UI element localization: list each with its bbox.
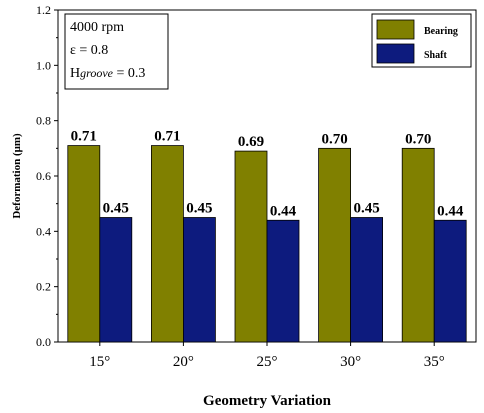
legend-label-shaft: Shaft (424, 50, 447, 61)
y-axis-title: Deformation (μm) (11, 133, 23, 219)
bar-shaft (266, 219, 300, 343)
data-label-shaft: 0.45 (186, 201, 212, 217)
bar-bearing (318, 147, 352, 343)
x-axis: 15° 20° 25° 30° 35° (89, 342, 445, 370)
groove-prefix: H (70, 66, 80, 81)
data-label-shaft: 0.45 (103, 201, 129, 217)
bar-shaft (99, 217, 133, 343)
data-label-shaft: 0.44 (270, 203, 297, 219)
bar-shaft (433, 219, 467, 343)
legend-swatch-bearing (376, 19, 415, 40)
legend: Bearing Shaft (371, 13, 472, 68)
x-tick-label: 15° (89, 354, 110, 370)
bars-group (67, 145, 467, 343)
bar-bearing (234, 150, 268, 343)
x-tick-label: 30° (340, 354, 361, 370)
bar-bearing (401, 147, 435, 343)
data-label-bearing: 0.69 (238, 134, 264, 150)
legend-swatch-shaft (376, 43, 415, 64)
bar-shaft (350, 217, 384, 343)
conditions-box: 4000 rpm ε = 0.8 Hgroove = 0.3 (64, 13, 169, 90)
y-tick-label: 0.6 (36, 169, 51, 183)
data-label-bearing: 0.71 (154, 129, 180, 145)
y-tick-label: 0.2 (36, 280, 51, 294)
x-tick-label: 20° (173, 354, 194, 370)
data-label-bearing: 0.70 (321, 131, 347, 147)
groove-text: Hgroove = 0.3 (70, 66, 145, 81)
data-labels-group: 0.71 0.45 0.71 0.45 0.69 0.44 0.70 0.45 0.70 0.44 (71, 129, 464, 220)
y-tick-label: 0.8 (36, 114, 51, 128)
data-label-bearing: 0.70 (405, 131, 431, 147)
y-tick-label: 0.4 (36, 224, 51, 238)
y-tick-label: 0.0 (36, 335, 51, 349)
eccentricity-text: ε = 0.8 (70, 43, 108, 58)
y-axis: 0.0 0.2 0.4 0.6 0.8 1.0 1.2 (36, 3, 58, 349)
data-label-shaft: 0.44 (437, 203, 464, 219)
y-tick-label: 1.2 (36, 3, 51, 17)
bar-shaft (182, 217, 216, 343)
legend-label-bearing: Bearing (424, 26, 458, 37)
data-label-bearing: 0.71 (71, 129, 97, 145)
data-label-shaft: 0.45 (353, 201, 379, 217)
groove-subscript: groove (80, 66, 114, 80)
bar-bearing (150, 145, 184, 343)
speed-text: 4000 rpm (70, 20, 124, 35)
y-tick-label: 1.0 (36, 58, 51, 72)
conditions-box-frame (64, 13, 169, 90)
groove-value: = 0.3 (113, 66, 145, 81)
x-tick-label: 25° (257, 354, 278, 370)
x-tick-label: 35° (424, 354, 445, 370)
bar-bearing (67, 145, 101, 343)
x-axis-title: Geometry Variation (203, 393, 332, 409)
